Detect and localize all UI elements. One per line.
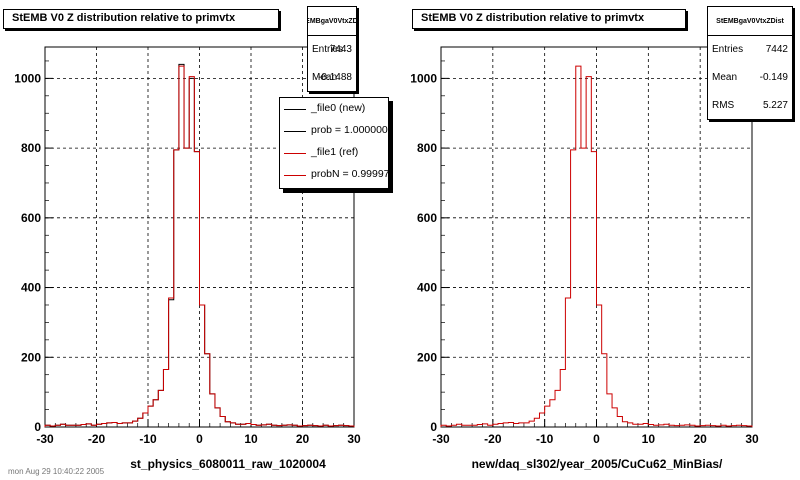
right-y-tick-label: 1000 [410, 71, 437, 85]
right-y-tick-label: 400 [417, 281, 437, 295]
legend-line [284, 153, 306, 154]
left-title-box: StEMB V0 Z distribution relative to prim… [3, 9, 279, 29]
right-x-axis-title: new/daq_sl302/year_2005/CuCu62_MinBias/ [471, 457, 723, 471]
left-stats-mean: Mean -0.1488 [308, 64, 356, 91]
left-y-tick-label: 0 [34, 420, 41, 434]
right-histogram-series-0 [440, 65, 753, 427]
left-y-tick-label: 800 [21, 141, 41, 155]
right-y-tick-label: 200 [417, 350, 437, 364]
right-y-tick-label: 800 [417, 141, 437, 155]
left-x-tick-label: 0 [196, 432, 203, 446]
legend-label: _file1 (ref) [311, 146, 359, 158]
stats-value: 7443 [329, 44, 352, 55]
stats-label: Entries [712, 44, 744, 55]
footer-timestamp: mon Aug 29 10:40:22 2005 [8, 467, 105, 476]
left-title: StEMB V0 Z distribution relative to prim… [12, 12, 236, 24]
left-x-tick-label: -10 [139, 432, 157, 446]
right-y-tick-label: 0 [430, 420, 437, 434]
stats-label: Mean [312, 72, 338, 83]
right-x-tick-label: 0 [593, 432, 600, 446]
legend-box: _file0 (new) prob = 1.000000 _file1 (ref… [279, 97, 389, 189]
left-stats-name: StEMBgaV0VtxZDist [308, 7, 356, 36]
legend-label: _file0 (new) [311, 102, 366, 114]
left-x-tick-label: 30 [347, 432, 361, 446]
left-stats-box: StEMBgaV0VtxZDist Entries 7443 Mean -0.1… [307, 6, 357, 92]
legend-entry: prob = 1.000000 [280, 120, 388, 142]
legend-entry: _file1 (ref) [280, 142, 388, 164]
right-stats-box: StEMBgaV0VtxZDist Entries 7442 Mean -0.1… [707, 6, 793, 120]
right-x-tick-label: 30 [745, 432, 759, 446]
legend-line [284, 175, 306, 176]
stats-value: -0.149 [759, 72, 788, 83]
left-y-tick-label: 1000 [14, 71, 41, 85]
left-x-tick-label: 20 [296, 432, 310, 446]
stats-label: RMS [712, 100, 735, 111]
right-stats-mean: Mean -0.149 [708, 64, 792, 92]
left-histogram-series-1 [44, 65, 355, 427]
stats-label: Mean [712, 72, 738, 83]
left-x-tick-label: -20 [88, 432, 106, 446]
stats-value: 7442 [765, 44, 788, 55]
legend-label: probN = 0.999975 [311, 168, 389, 180]
legend-line [284, 131, 306, 132]
right-x-tick-label: -10 [536, 432, 554, 446]
right-stats-entries: Entries 7442 [708, 36, 792, 64]
left-x-tick-label: -30 [36, 432, 54, 446]
right-x-tick-label: 10 [642, 432, 656, 446]
legend-label: prob = 1.000000 [311, 124, 388, 136]
left-x-axis-title: st_physics_6080011_raw_1020004 [130, 457, 326, 471]
left-stats-entries: Entries 7443 [308, 36, 356, 64]
right-stats-name: StEMBgaV0VtxZDist [708, 7, 792, 36]
left-x-tick-label: 10 [244, 432, 258, 446]
right-x-tick-label: -20 [484, 432, 502, 446]
legend-entry: _file0 (new) [280, 98, 388, 120]
legend-entry: probN = 0.999975 [280, 164, 388, 186]
left-y-tick-label: 200 [21, 350, 41, 364]
left-y-tick-label: 600 [21, 211, 41, 225]
stats-label: Entries [312, 44, 344, 55]
stats-value: 5.227 [762, 100, 788, 111]
right-title-box: StEMB V0 Z distribution relative to prim… [412, 9, 686, 29]
right-x-tick-label: 20 [693, 432, 707, 446]
right-stats-rms: RMS 5.227 [708, 92, 792, 119]
stats-value: -0.1488 [318, 72, 352, 83]
right-y-tick-label: 600 [417, 211, 437, 225]
legend-line [284, 109, 306, 110]
right-title: StEMB V0 Z distribution relative to prim… [421, 12, 645, 24]
right-x-tick-label: -30 [432, 432, 450, 446]
left-y-tick-label: 400 [21, 281, 41, 295]
